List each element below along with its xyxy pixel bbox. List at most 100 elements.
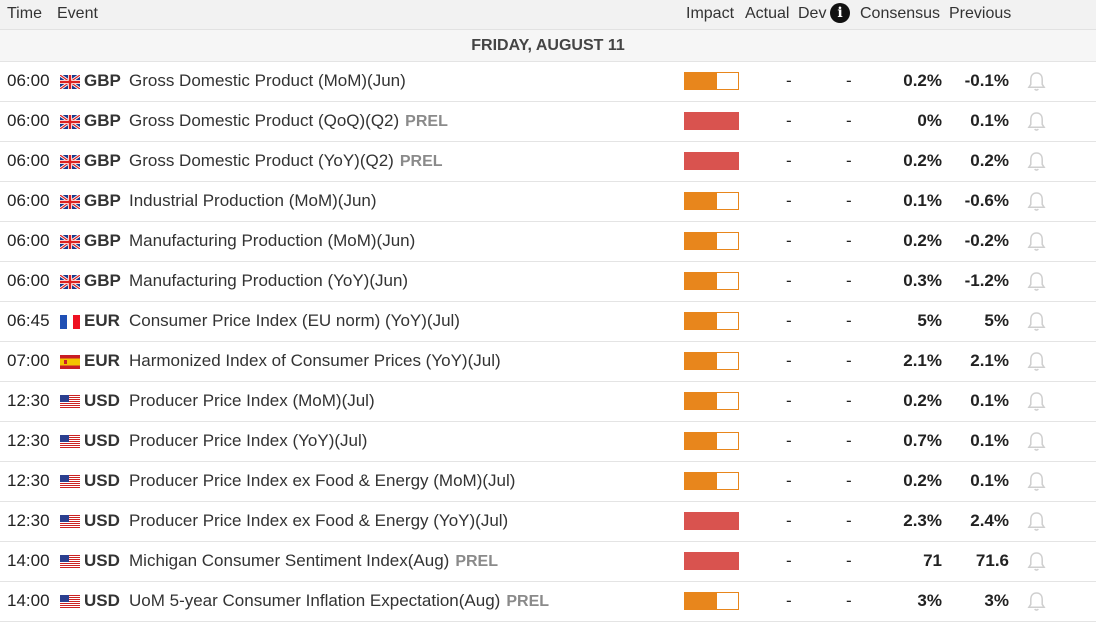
previous-value: 0.2% [970,151,1009,170]
previous-value: 71.6 [975,551,1009,570]
event-name[interactable]: Gross Domestic Product (MoM)(Jun) [129,71,406,91]
previous-value: -0.6% [964,191,1009,210]
event-time: 06:00 [7,111,50,130]
actual-value: - [786,231,792,250]
flag-uk-icon [59,193,81,211]
impact-bar [684,432,739,450]
event-name[interactable]: Producer Price Index ex Food & Energy (M… [129,471,515,491]
event-title[interactable]: Gross Domestic Product (QoQ)(Q2) [129,111,400,130]
event-name[interactable]: Consumer Price Index (EU norm) (YoY)(Jul… [129,311,460,331]
bell-icon[interactable] [1027,111,1046,132]
actual-value: - [786,391,792,410]
table-row[interactable]: 12:30 USD Producer Price Index (YoY)(Jul) -… [0,422,1096,462]
impact-bar [684,552,739,570]
event-title[interactable]: Producer Price Index (MoM)(Jul) [129,391,375,410]
table-row[interactable]: 06:00 GBP Industrial Production (MoM)(Jun)… [0,182,1096,222]
consensus-value: 0.3% [903,271,942,290]
event-title[interactable]: Manufacturing Production (MoM)(Jun) [129,231,416,250]
bell-icon[interactable] [1027,311,1046,332]
event-name[interactable]: Gross Domestic Product (YoY)(Q2) PREL [129,151,443,171]
event-time: 06:00 [7,151,50,170]
event-title[interactable]: Consumer Price Index (EU norm) (YoY)(Jul… [129,311,460,330]
table-row[interactable]: 12:30 USD Producer Price Index (MoM)(Jul) -… [0,382,1096,422]
bell-icon[interactable] [1027,151,1046,172]
dev-value: - [846,271,852,290]
previous-value: -1.2% [964,271,1009,290]
event-title[interactable]: Industrial Production (MoM)(Jun) [129,191,377,210]
event-time: 12:30 [7,471,50,490]
table-row[interactable]: 06:00 GBP Gross Domestic Product (YoY)(Q2)… [0,142,1096,182]
event-name[interactable]: UoM 5-year Consumer Inflation Expectatio… [129,591,549,611]
table-row[interactable]: 06:00 GBP Gross Domestic Product (MoM)(Jun… [0,62,1096,102]
impact-bar [684,232,739,250]
event-list: 06:00 GBP Gross Domestic Product (MoM)(Jun… [0,62,1096,622]
consensus-value: 2.3% [903,511,942,530]
event-name[interactable]: Producer Price Index ex Food & Energy (Y… [129,511,508,531]
consensus-value: 0.2% [903,151,942,170]
impact-fill [685,153,738,169]
bell-icon[interactable] [1027,351,1046,372]
dev-value: - [846,311,852,330]
table-row[interactable]: 12:30 USD Producer Price Index ex Food & E… [0,462,1096,502]
bell-icon[interactable] [1027,231,1046,252]
event-title[interactable]: Producer Price Index (YoY)(Jul) [129,431,368,450]
bell-icon[interactable] [1027,471,1046,492]
table-row[interactable]: 14:00 USD Michigan Consumer Sentiment Inde… [0,542,1096,582]
flag-uk-icon [59,113,81,131]
bell-icon[interactable] [1027,71,1046,92]
event-title[interactable]: Gross Domestic Product (YoY)(Q2) [129,151,394,170]
event-title[interactable]: Michigan Consumer Sentiment Index(Aug) [129,551,450,570]
table-row[interactable]: 06:45 EUR Consumer Price Index (EU norm) (… [0,302,1096,342]
actual-value: - [786,511,792,530]
event-name[interactable]: Manufacturing Production (YoY)(Jun) [129,271,408,291]
previous-value: 2.4% [970,511,1009,530]
table-row[interactable]: 12:30 USD Producer Price Index ex Food & E… [0,502,1096,542]
event-name[interactable]: Industrial Production (MoM)(Jun) [129,191,377,211]
currency-code: EUR [84,311,120,330]
col-event: Event [57,5,98,22]
bell-icon[interactable] [1027,391,1046,412]
actual-value: - [786,551,792,570]
bell-icon[interactable] [1027,271,1046,292]
event-name[interactable]: Michigan Consumer Sentiment Index(Aug) PR… [129,551,498,571]
bell-icon[interactable] [1027,511,1046,532]
dev-value: - [846,431,852,450]
impact-bar [684,192,739,210]
bell-icon[interactable] [1027,191,1046,212]
event-title[interactable]: Harmonized Index of Consumer Prices (YoY… [129,351,501,370]
event-time: 06:00 [7,231,50,250]
impact-fill [685,513,738,529]
event-title[interactable]: Producer Price Index ex Food & Energy (Y… [129,511,509,530]
dev-value: - [846,551,852,570]
flag-us-icon [60,594,80,609]
event-title[interactable]: Gross Domestic Product (MoM)(Jun) [129,71,406,90]
bell-icon[interactable] [1027,551,1046,572]
event-name[interactable]: Harmonized Index of Consumer Prices (YoY… [129,351,501,371]
currency-code: USD [84,551,120,570]
actual-value: - [786,591,792,610]
dev-value: - [846,231,852,250]
event-name[interactable]: Gross Domestic Product (QoQ)(Q2) PREL [129,111,448,131]
event-title[interactable]: Producer Price Index ex Food & Energy (M… [129,471,516,490]
event-name[interactable]: Manufacturing Production (MoM)(Jun) [129,231,415,251]
actual-value: - [786,351,792,370]
table-row[interactable]: 07:00 EUR Harmonized Index of Consumer Pri… [0,342,1096,382]
consensus-value: 0.7% [903,431,942,450]
info-icon[interactable]: i [830,3,850,23]
table-row[interactable]: 14:00 USD UoM 5-year Consumer Inflation Ex… [0,582,1096,622]
event-name[interactable]: Producer Price Index (YoY)(Jul) [129,431,367,451]
table-row[interactable]: 06:00 GBP Manufacturing Production (YoY)(J… [0,262,1096,302]
event-title[interactable]: Manufacturing Production (YoY)(Jun) [129,271,409,290]
impact-fill [685,473,717,489]
currency-code: GBP [84,271,121,290]
actual-value: - [786,111,792,130]
bell-icon[interactable] [1027,431,1046,452]
event-title[interactable]: UoM 5-year Consumer Inflation Expectatio… [129,591,501,610]
table-row[interactable]: 06:00 GBP Gross Domestic Product (QoQ)(Q2)… [0,102,1096,142]
bell-icon[interactable] [1027,591,1046,612]
event-name[interactable]: Producer Price Index (MoM)(Jul) [129,391,375,411]
col-time: Time [7,5,42,22]
table-row[interactable]: 06:00 GBP Manufacturing Production (MoM)(J… [0,222,1096,262]
impact-fill [685,233,717,249]
consensus-value: 0% [917,111,942,130]
